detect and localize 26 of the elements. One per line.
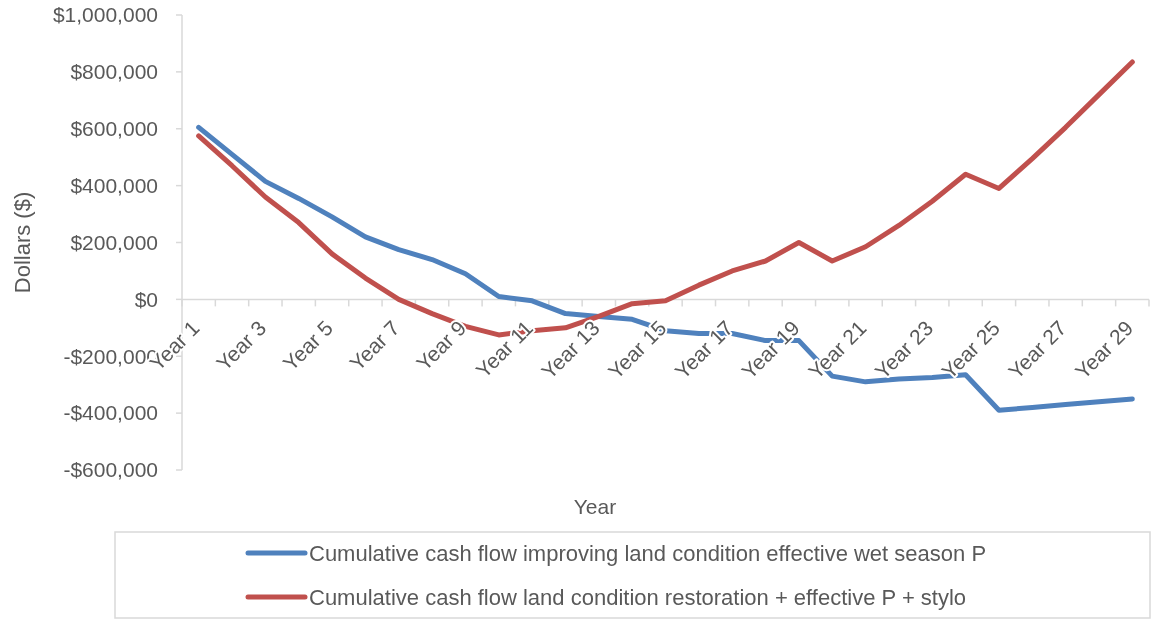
x-tick-label: Year 7 (345, 316, 404, 375)
x-tick-label: Year 5 (278, 316, 338, 375)
legend-label: Cumulative cash flow land condition restoration + effective P + stylo (309, 584, 967, 610)
x-tick-label: Year 23 (870, 316, 938, 384)
x-tick-label: Year 19 (736, 316, 804, 384)
x-tick-label: Year 17 (670, 316, 738, 384)
y-tick-label: $1,000,000 (52, 3, 158, 27)
x-tick-label: Year 21 (803, 316, 871, 384)
x-tick-label: Year 11 (471, 316, 538, 382)
y-tick-label: $400,000 (70, 173, 158, 197)
x-tick-label: Year 3 (211, 316, 271, 375)
x-tick-label: Year 27 (1003, 316, 1071, 384)
legend-label: Cumulative cash flow improving land condition effective wet season P (309, 540, 987, 566)
x-tick-label: Year 9 (411, 316, 471, 375)
x-axis-title: Year (573, 495, 617, 519)
x-tick-label: Year 15 (603, 316, 671, 384)
y-tick-label: -$600,000 (63, 458, 158, 482)
y-tick-label: $800,000 (70, 60, 158, 84)
y-tick-label: -$400,000 (63, 401, 158, 425)
y-tick-label: $0 (134, 287, 158, 311)
x-tick-label: Year 13 (536, 316, 604, 384)
x-tick-label: Year 29 (1070, 316, 1138, 384)
y-axis-title: Dollars ($) (9, 191, 35, 294)
y-tick-label: $200,000 (70, 230, 158, 254)
x-tick-label: Year 25 (937, 316, 1004, 384)
y-tick-label: $600,000 (70, 117, 158, 141)
